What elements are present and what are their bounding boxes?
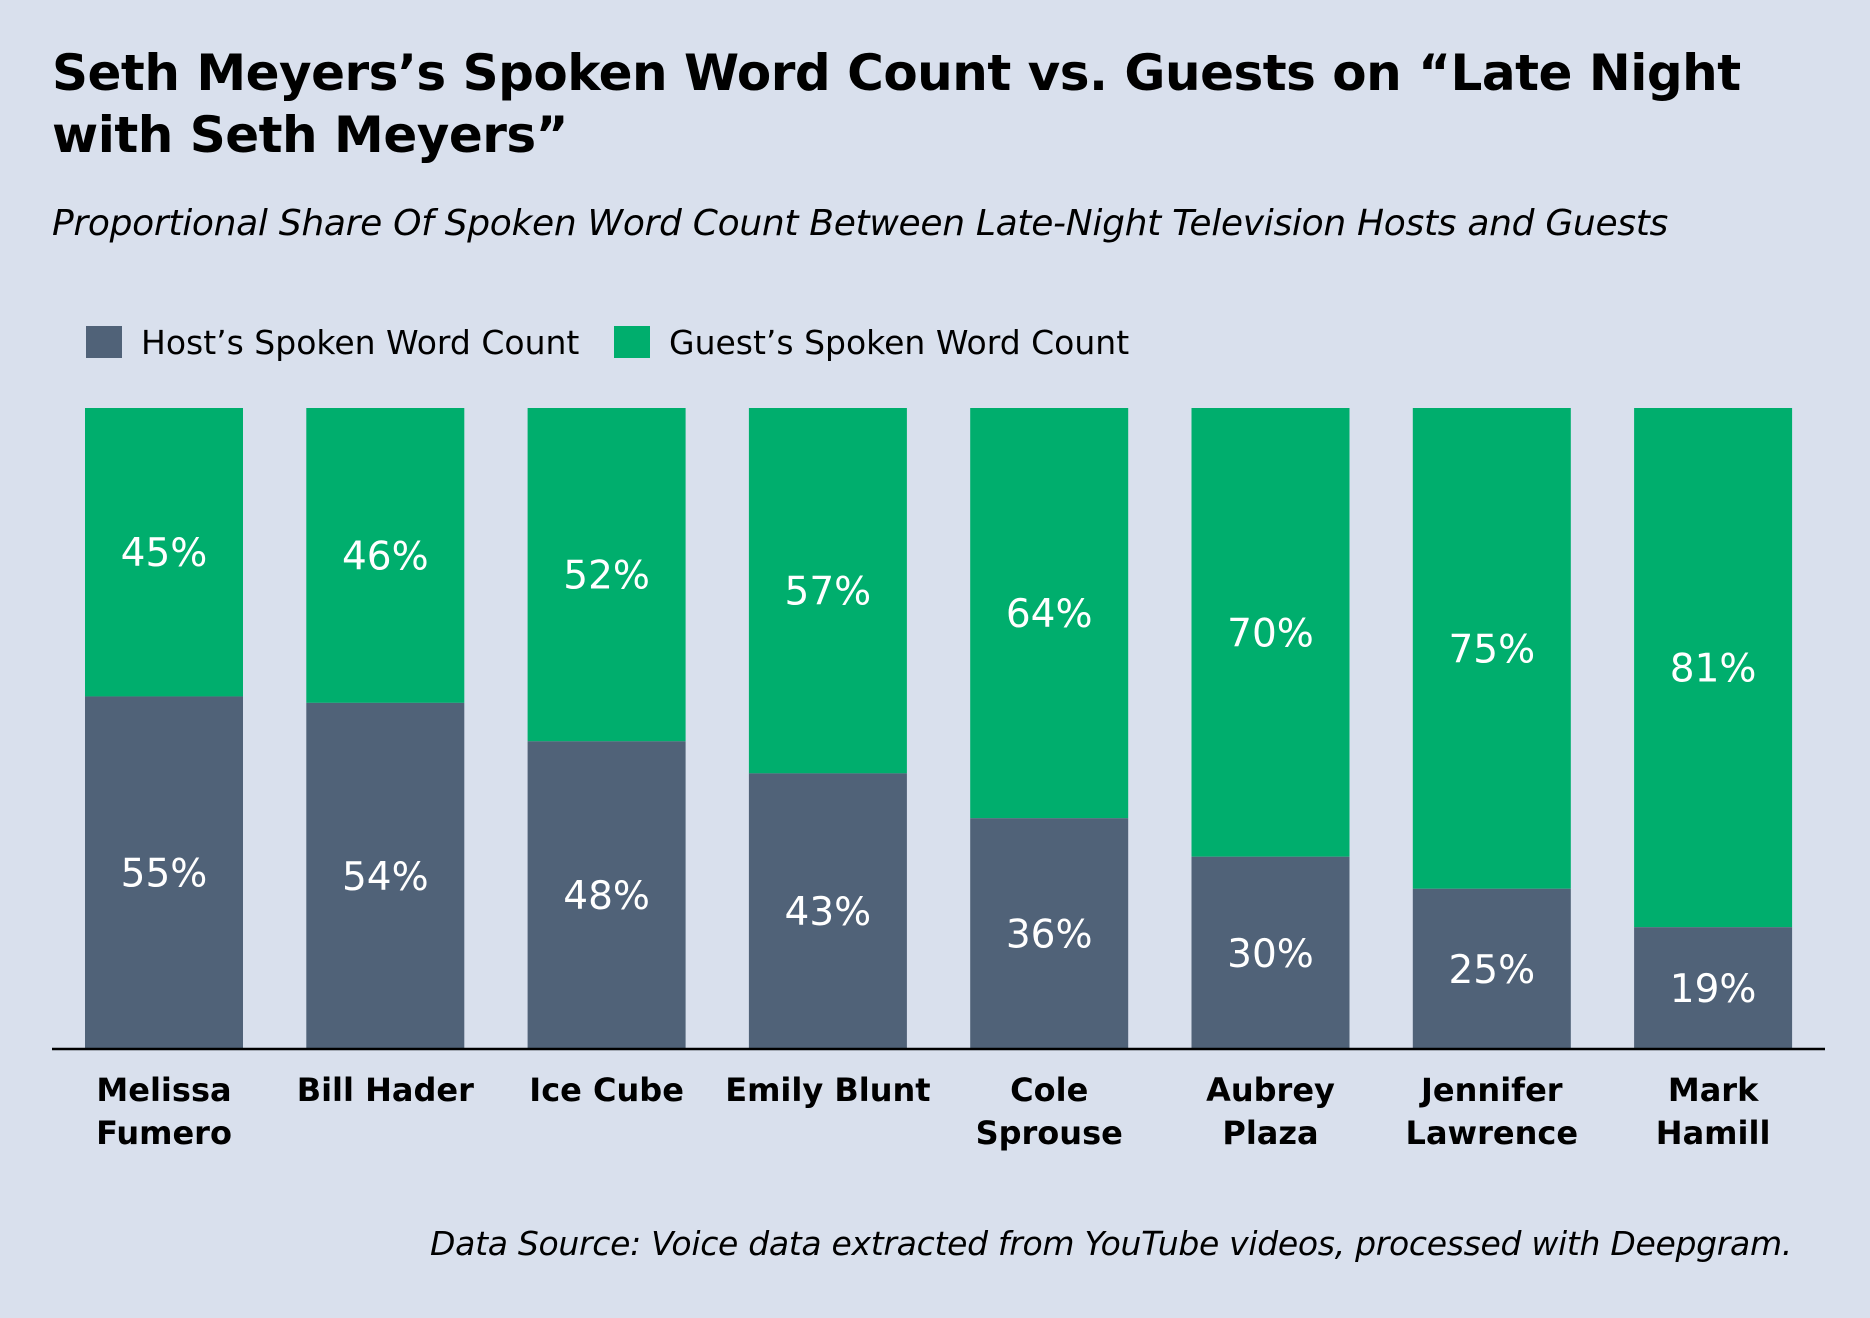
category-labels: Melissa Fumero Bill Hader Ice Cube Emily Blu… [96,1071,1770,1152]
legend-swatch-guest [614,326,650,358]
bar-label-guest: 81% [1670,647,1757,692]
legend-swatch-host [86,326,122,358]
category-label: Cole [1010,1071,1088,1109]
bar-host [970,818,1129,1049]
bar-label-guest: 57% [785,570,872,615]
bar-label-guest: 70% [1227,611,1314,656]
bar-host [1191,856,1350,1049]
legend-label-host: Host’s Spoken Word Count [141,323,579,362]
category-label: Mark [1668,1071,1759,1109]
category-label: Emily Blunt [725,1071,930,1109]
data-source-note: Data Source: Voice data extracted from Y… [430,1224,1792,1263]
category-label: Sprouse [976,1114,1123,1152]
category-label: Jennifer [1419,1071,1563,1109]
chart-subtitle: Proportional Share Of Spoken Word Count … [52,203,1669,244]
bar-label-host: 43% [785,890,872,935]
chart-title: Seth Meyers’s Spoken Word Count vs. Gues… [52,44,1741,164]
bar-guest [1191,408,1350,857]
bar-label-guest: 46% [342,534,429,579]
bar-label-guest: 75% [1448,627,1535,672]
category-label: Plaza [1222,1114,1318,1152]
bar-label-guest: 52% [563,554,650,599]
bar-host [85,696,243,1049]
category-label: Fumero [96,1114,232,1152]
bar-host [1412,888,1571,1049]
bar-label-host: 36% [1006,913,1093,958]
bar-label-guest: 64% [1006,592,1093,637]
chart-legend: Host’s Spoken Word Count Guest’s Spoken W… [86,323,1129,362]
bars-group: 45% 55% 46% 54% 52% 48% 57% 43% 64% 36% 70% 30% 75% 2… [85,408,1793,1049]
category-label: Aubrey [1206,1071,1335,1109]
bar-guest [970,408,1129,819]
bar-guest [1412,408,1571,889]
bar-label-host: 25% [1448,948,1535,993]
bar-guest [85,408,243,697]
bar-guest [527,408,686,742]
bar-host [748,773,907,1049]
category-label: Ice Cube [529,1071,684,1109]
bar-guest [748,408,907,774]
bar-host [306,702,465,1049]
bar-host [1634,927,1793,1049]
category-label: Hamill [1656,1114,1771,1152]
bar-label-host: 48% [563,874,650,919]
category-label: Melissa [96,1071,231,1109]
bar-host [527,741,686,1049]
legend-label-guest: Guest’s Spoken Word Count [669,323,1129,362]
bar-label-host: 55% [121,852,208,897]
bar-label-host: 19% [1670,967,1757,1012]
bar-label-host: 30% [1227,932,1314,977]
category-label: Bill Hader [297,1071,474,1109]
bar-guest [306,408,465,703]
bar-label-host: 54% [342,855,429,900]
bar-guest [1634,408,1793,928]
bar-label-guest: 45% [121,531,208,576]
category-label: Lawrence [1406,1114,1578,1152]
